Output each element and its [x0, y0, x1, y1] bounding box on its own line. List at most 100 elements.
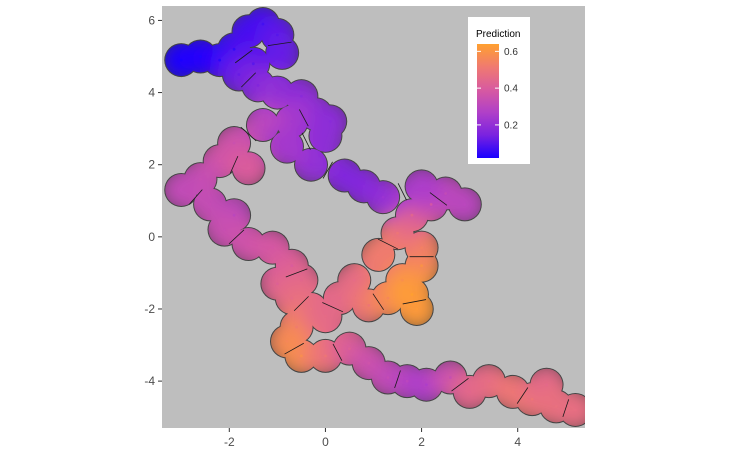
district-boundary [397, 183, 407, 201]
point-layer [179, 22, 577, 412]
data-point [328, 120, 332, 123]
data-point [573, 408, 577, 412]
x-tick-label: 2 [418, 435, 425, 449]
district-boundary [322, 161, 333, 179]
data-point [218, 159, 222, 163]
x-tick-label: 0 [322, 435, 329, 449]
data-point [362, 184, 366, 188]
data-point [290, 264, 294, 268]
legend-title: Prediction [476, 29, 520, 40]
x-tick-label: -2 [224, 435, 235, 449]
data-point [285, 340, 289, 343]
data-point [247, 29, 250, 33]
data-point [256, 83, 260, 87]
data-point [179, 58, 183, 62]
data-point [232, 47, 236, 51]
data-point [237, 73, 241, 76]
y-tick-label: 6 [148, 13, 155, 27]
data-point [271, 246, 274, 250]
data-point [381, 195, 385, 199]
data-point [275, 91, 279, 94]
data-point [208, 202, 212, 206]
data-point [261, 123, 265, 127]
data-point [324, 314, 327, 318]
district-boundary [301, 132, 311, 150]
legend-ticks: 0.2 0.4 0.6 [477, 47, 518, 131]
data-point [405, 379, 409, 383]
data-point [199, 55, 202, 58]
data-point [324, 134, 327, 138]
district-boundary [267, 41, 292, 47]
data-point [424, 383, 428, 387]
data-point [396, 231, 399, 235]
district-boundary [402, 299, 427, 305]
data-point [554, 404, 558, 408]
data-point [386, 296, 390, 300]
data-point [290, 296, 294, 300]
data-point [280, 51, 284, 55]
data-point [309, 163, 313, 167]
district-boundary [240, 126, 257, 142]
district-boundary [293, 296, 309, 312]
district-boundaries [188, 41, 570, 418]
data-point [338, 296, 342, 300]
data-point [232, 213, 236, 217]
data-point [232, 141, 236, 145]
district-boundary [394, 370, 401, 389]
data-point [275, 33, 279, 37]
data-point [444, 192, 448, 195]
x-tick-label: 4 [514, 435, 521, 449]
district-boundary [284, 342, 304, 355]
data-point [386, 376, 390, 379]
data-point [309, 307, 313, 311]
data-point [179, 188, 183, 192]
data-point [290, 120, 294, 123]
data-point [487, 379, 491, 383]
data-point [511, 390, 515, 394]
data-point [218, 58, 222, 62]
legend-tick-label: 0.2 [504, 120, 518, 131]
data-point [352, 278, 356, 282]
data-point [348, 347, 351, 351]
data-point [429, 202, 433, 206]
data-point [299, 354, 303, 358]
data-point [223, 228, 226, 232]
x-axis: -2 0 2 4 [224, 428, 521, 449]
data-point [199, 177, 202, 181]
data-point [420, 184, 423, 188]
data-point [410, 293, 414, 296]
data-point [251, 62, 255, 66]
data-point [314, 112, 318, 116]
data-point [367, 361, 371, 365]
data-point [420, 264, 423, 268]
district-boundary [516, 387, 529, 404]
data-point [343, 174, 347, 177]
y-axis: -4 -2 0 2 4 6 [144, 13, 162, 388]
district-boundary [332, 343, 343, 361]
data-point [247, 242, 250, 246]
plot-region [164, 7, 585, 427]
district-boundary [285, 268, 308, 278]
y-tick-label: 2 [148, 158, 155, 172]
y-tick-label: 0 [148, 230, 155, 244]
district-boundary [562, 399, 570, 418]
data-point [530, 397, 534, 401]
district-boundary [229, 155, 239, 174]
data-point [468, 390, 472, 394]
data-point [415, 307, 419, 311]
data-point [299, 94, 303, 98]
data-point [449, 376, 452, 379]
y-tick-label: 4 [148, 86, 155, 100]
data-point [324, 354, 327, 358]
district-boundary [298, 109, 309, 127]
data-point [247, 166, 250, 170]
district-boundary [188, 189, 203, 205]
data-point [295, 325, 298, 329]
y-tick-label: -2 [144, 302, 155, 316]
data-point [285, 145, 289, 149]
y-tick-label: -4 [144, 374, 155, 388]
data-point [367, 303, 371, 307]
data-point [261, 22, 265, 26]
district-boundary [377, 238, 399, 250]
